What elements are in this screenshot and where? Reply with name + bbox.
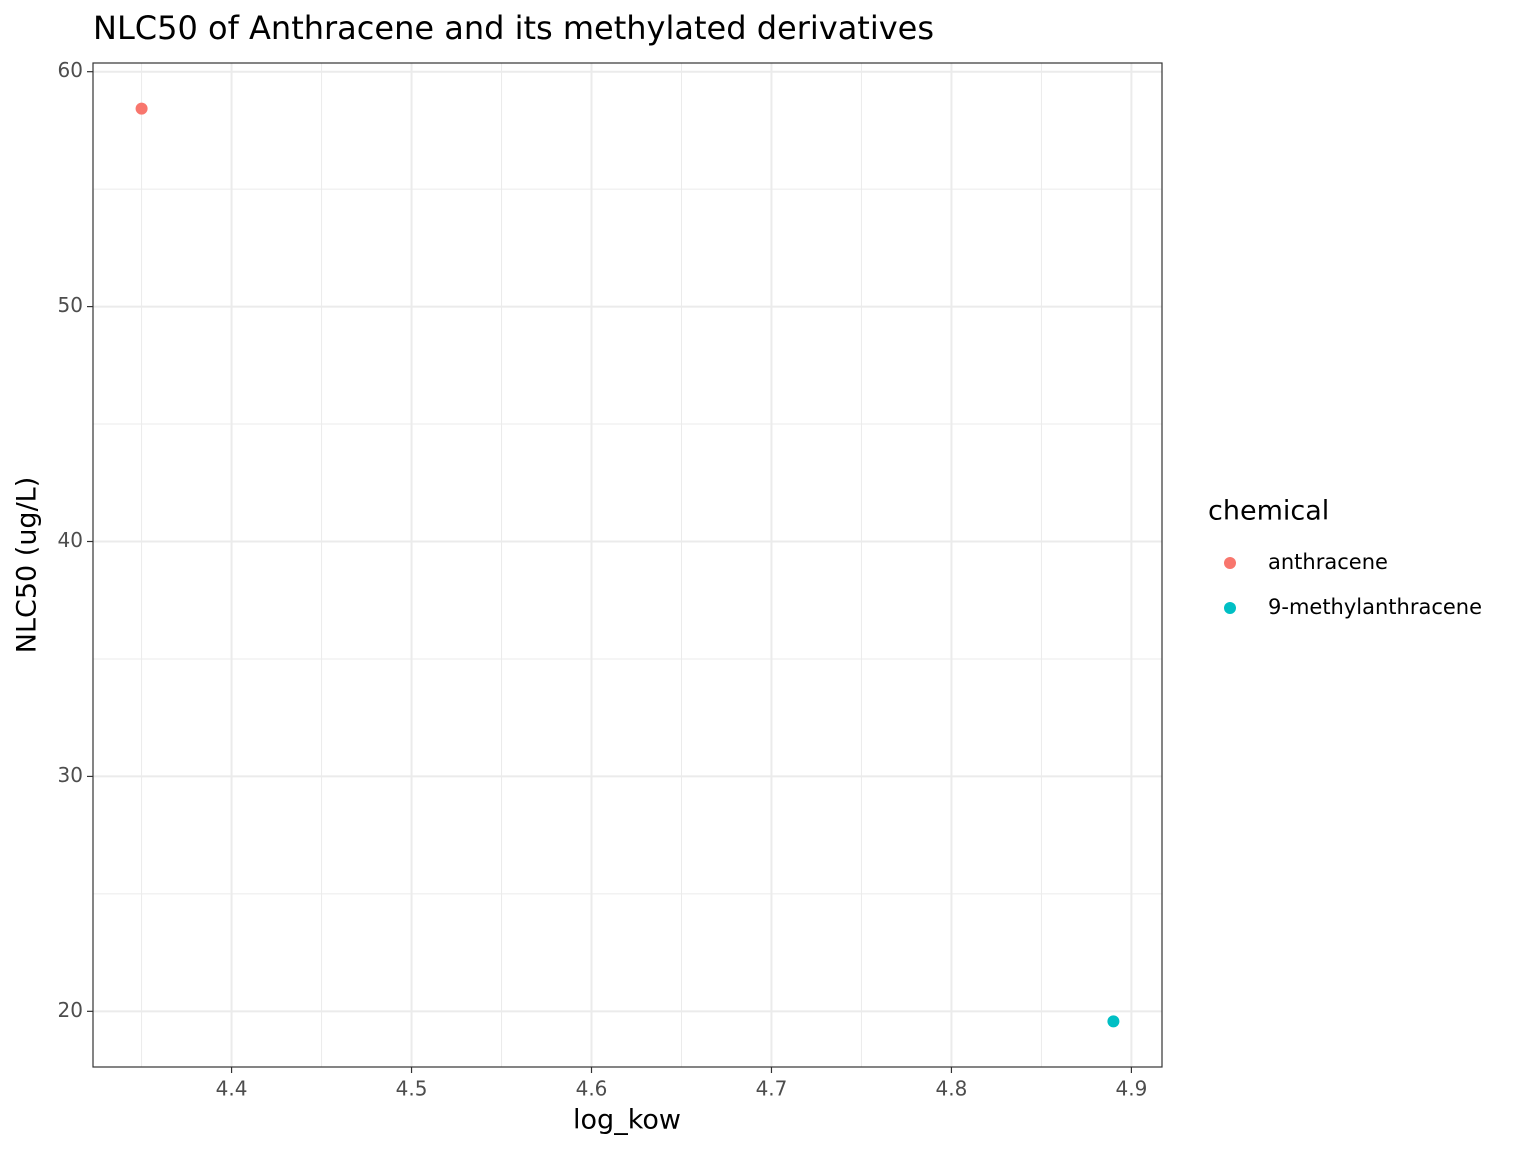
panel-border (92, 62, 1163, 1068)
x-tick-label: 4.9 (1115, 1077, 1147, 1101)
y-tick-label: 30 (58, 763, 83, 787)
x-tick-label: 4.5 (396, 1077, 428, 1101)
y-tick-label: 40 (58, 528, 83, 552)
legend-label: 9-methylanthracene (1268, 595, 1482, 619)
y-tick-label: 20 (58, 998, 83, 1022)
point (1107, 1015, 1120, 1028)
y-tick-label: 60 (58, 58, 83, 82)
y-tick-label: 50 (58, 293, 83, 317)
chart-title: NLC50 of Anthracene and its methylated d… (93, 9, 934, 47)
x-tick-label: 4.8 (936, 1077, 968, 1101)
legend-marker (1224, 557, 1236, 569)
x-axis-label: log_kow (573, 1105, 681, 1136)
x-tick-label: 4.7 (756, 1077, 788, 1101)
x-tick-label: 4.6 (576, 1077, 608, 1101)
legend-marker (1224, 602, 1236, 614)
x-tick-label: 4.4 (216, 1077, 248, 1101)
y-axis-label: NLC50 (ug/L) (12, 477, 43, 654)
point (135, 102, 148, 115)
legend-title: chemical (1208, 496, 1329, 527)
legend-label: anthracene (1268, 550, 1388, 574)
